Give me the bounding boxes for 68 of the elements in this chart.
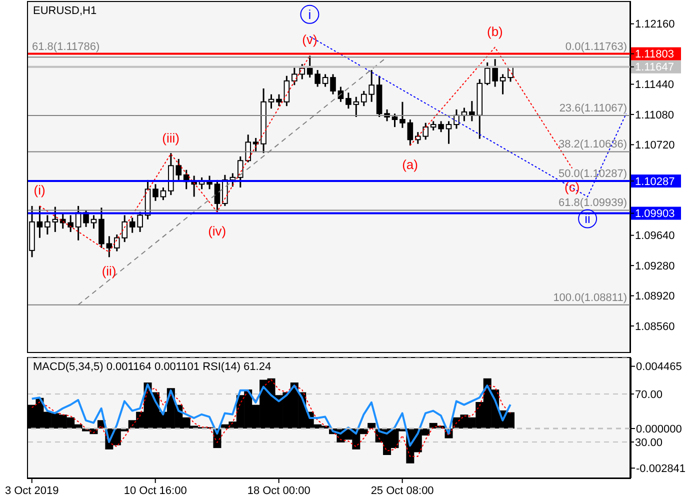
data-label: (i) bbox=[34, 182, 46, 198]
candlestick bbox=[129, 216, 136, 234]
y-tick-label: 1.10720 bbox=[635, 140, 675, 152]
y2-tick-label: -0.002841 bbox=[636, 462, 686, 475]
ref-line-label: 61.8(1.09939) bbox=[558, 197, 627, 210]
candlestick bbox=[314, 69, 320, 88]
candlestick bbox=[268, 94, 274, 110]
candlestick bbox=[52, 206, 58, 233]
x-tick-label: 3 Oct 2019 bbox=[4, 485, 59, 497]
candlestick bbox=[306, 54, 313, 78]
y-tick-label: 1.11080 bbox=[635, 109, 674, 122]
candlestick bbox=[152, 183, 158, 202]
x-tick-label: 18 Oct 00:00 bbox=[247, 485, 310, 497]
candlestick bbox=[346, 92, 352, 110]
data-label: (b) bbox=[486, 24, 503, 39]
candlestick bbox=[106, 235, 112, 258]
y-tick-label: 1.08920 bbox=[635, 290, 675, 303]
candlestick bbox=[400, 101, 406, 129]
ref-line-label: 23.6(1.11067) bbox=[559, 102, 627, 115]
y-tick-label: 70.00 bbox=[635, 388, 663, 401]
candlestick bbox=[330, 73, 336, 96]
candlestick bbox=[44, 214, 50, 236]
candlestick bbox=[284, 75, 290, 107]
y-tick-label: 1.10287 bbox=[635, 176, 675, 188]
candlestick bbox=[252, 137, 259, 152]
chart-title: MACD(5,34,5) 0.001164 0.001101 RSI(14) 61.24 bbox=[33, 361, 272, 373]
ref-line-label: 50.0(1.10287) bbox=[558, 168, 627, 180]
ref-line-label: 0.0(1.11763) bbox=[565, 40, 627, 53]
line-series bbox=[31, 379, 511, 457]
ref-line-label: 38.2(1.10636) bbox=[558, 138, 627, 151]
data-label: (ii) bbox=[102, 264, 116, 279]
candlestick bbox=[214, 179, 220, 213]
data-label: (v) bbox=[302, 32, 318, 48]
data-label: (c) bbox=[564, 180, 580, 195]
y-tick-label: 1.09280 bbox=[635, 260, 675, 272]
chart-title: EURUSD,H1 bbox=[33, 5, 97, 17]
y-tick-label: 1.11440 bbox=[635, 79, 674, 92]
candlestick bbox=[276, 94, 282, 107]
x-tick-label: 25 Oct 08:00 bbox=[370, 485, 434, 497]
x-tick-label: 10 Oct 16:00 bbox=[124, 485, 187, 497]
ref-line-label: 100.0(1.08811) bbox=[553, 292, 627, 304]
candlestick bbox=[407, 118, 414, 146]
y-tick-label: 1.11803 bbox=[635, 48, 674, 61]
data-label: i bbox=[308, 6, 312, 22]
candlestick bbox=[322, 73, 328, 88]
candlestick bbox=[353, 96, 360, 118]
y2-tick-label: 0.000000 bbox=[636, 423, 682, 436]
data-label: (iv) bbox=[208, 223, 226, 238]
line-series bbox=[30, 383, 512, 447]
data-label: (iii) bbox=[162, 130, 180, 146]
y-tick-label: 1.09903 bbox=[635, 208, 675, 220]
candlestick bbox=[446, 120, 452, 145]
candlestick bbox=[430, 120, 436, 132]
candlestick bbox=[160, 186, 166, 201]
y-tick-label: 30.00 bbox=[635, 436, 663, 449]
candlestick bbox=[438, 120, 444, 133]
annotation: 61.8(1.11786) bbox=[32, 40, 100, 53]
y2-tick-label: 0.004465 bbox=[636, 361, 682, 374]
y-tick-label: 1.09640 bbox=[635, 230, 675, 242]
candlestick bbox=[90, 214, 97, 230]
y-tick-label: 1.08560 bbox=[635, 320, 675, 333]
candlestick bbox=[137, 211, 143, 233]
candlestick bbox=[36, 205, 43, 239]
data-label: (a) bbox=[402, 157, 418, 172]
candlestick bbox=[392, 112, 398, 128]
y-tick-label: 1.12160 bbox=[635, 18, 675, 31]
candlestick bbox=[500, 73, 506, 96]
y-tick-label: 1.11647 bbox=[635, 62, 674, 74]
